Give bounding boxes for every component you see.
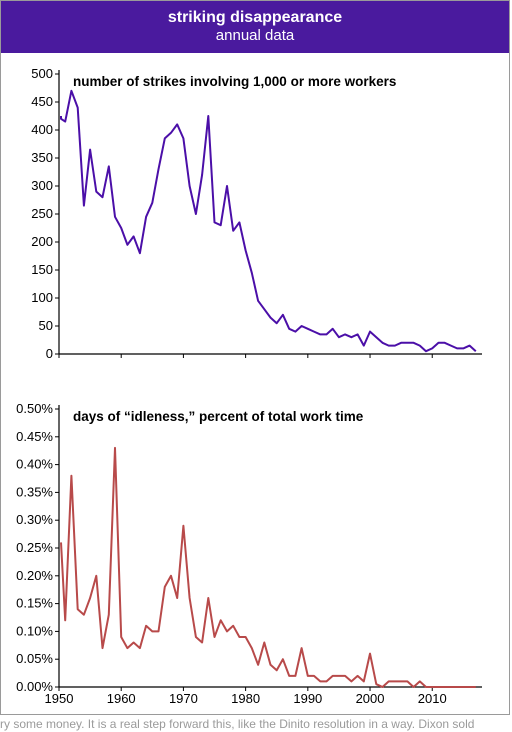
chart-title: number of strikes involving 1,000 or mor…	[73, 74, 396, 89]
x-tick-label: 1980	[231, 358, 260, 361]
y-tick-label: 100	[31, 290, 53, 305]
y-tick-label: 0.20%	[16, 568, 53, 583]
y-tick-label: 50	[39, 318, 53, 333]
y-tick-label: 300	[31, 178, 53, 193]
y-tick-label: 150	[31, 262, 53, 277]
header-subtitle: annual data	[215, 27, 295, 44]
x-tick-label: 2010	[418, 691, 447, 706]
series-line	[60, 446, 476, 688]
x-tick-label: 2000	[356, 358, 385, 361]
series-line	[60, 89, 477, 353]
x-tick-label: 1960	[107, 358, 136, 361]
y-tick-label: 0.15%	[16, 596, 53, 611]
chart-frame: striking disappearance annual data 0 50 10…	[0, 0, 510, 715]
x-tick-label: 1970	[169, 358, 198, 361]
x-tick-label: 1980	[231, 691, 260, 706]
y-tick-label: 0.00%	[16, 679, 53, 694]
x-tick-label: 1990	[293, 358, 322, 361]
y-tick-label: 0.10%	[16, 623, 53, 638]
caption-fragment: ry some money. It is a real step forward…	[0, 717, 475, 731]
x-tick-label: 1950	[45, 358, 74, 361]
chart-title: days of “idleness,” percent of total wor…	[73, 409, 364, 424]
x-tick-label: 1990	[293, 691, 322, 706]
y-tick-label: 350	[31, 150, 53, 165]
y-tick-label: 500	[31, 66, 53, 81]
y-tick-label: 250	[31, 206, 53, 221]
strikes-chart: 0 50 100 150 200 250 300 350 400 450 500 1950 1960 19…	[31, 66, 482, 361]
x-tick-label: 1950	[45, 691, 74, 706]
y-tick-label: 0	[46, 346, 53, 361]
x-tick-label: 2010	[418, 358, 447, 361]
y-tick-label: 0.30%	[16, 512, 53, 527]
y-tick-label: 0.35%	[16, 484, 53, 499]
y-tick-label: 0.40%	[16, 457, 53, 472]
y-tick-label: 450	[31, 94, 53, 109]
y-tick-label: 0.45%	[16, 429, 53, 444]
x-tick-label: 1970	[169, 691, 198, 706]
y-tick-label: 200	[31, 234, 53, 249]
y-tick-label: 400	[31, 122, 53, 137]
y-tick-label: 0.05%	[16, 651, 53, 666]
x-tick-label: 2000	[356, 691, 385, 706]
idleness-chart: 0.00% 0.05% 0.10% 0.15% 0.20% 0.25% 0.30% 0.35%…	[16, 401, 482, 706]
x-tick-label: 1960	[107, 691, 136, 706]
y-tick-label: 0.50%	[16, 401, 53, 416]
y-tick-label: 0.25%	[16, 540, 53, 555]
header-banner: striking disappearance annual data	[1, 1, 509, 53]
header-title: striking disappearance	[167, 9, 343, 26]
